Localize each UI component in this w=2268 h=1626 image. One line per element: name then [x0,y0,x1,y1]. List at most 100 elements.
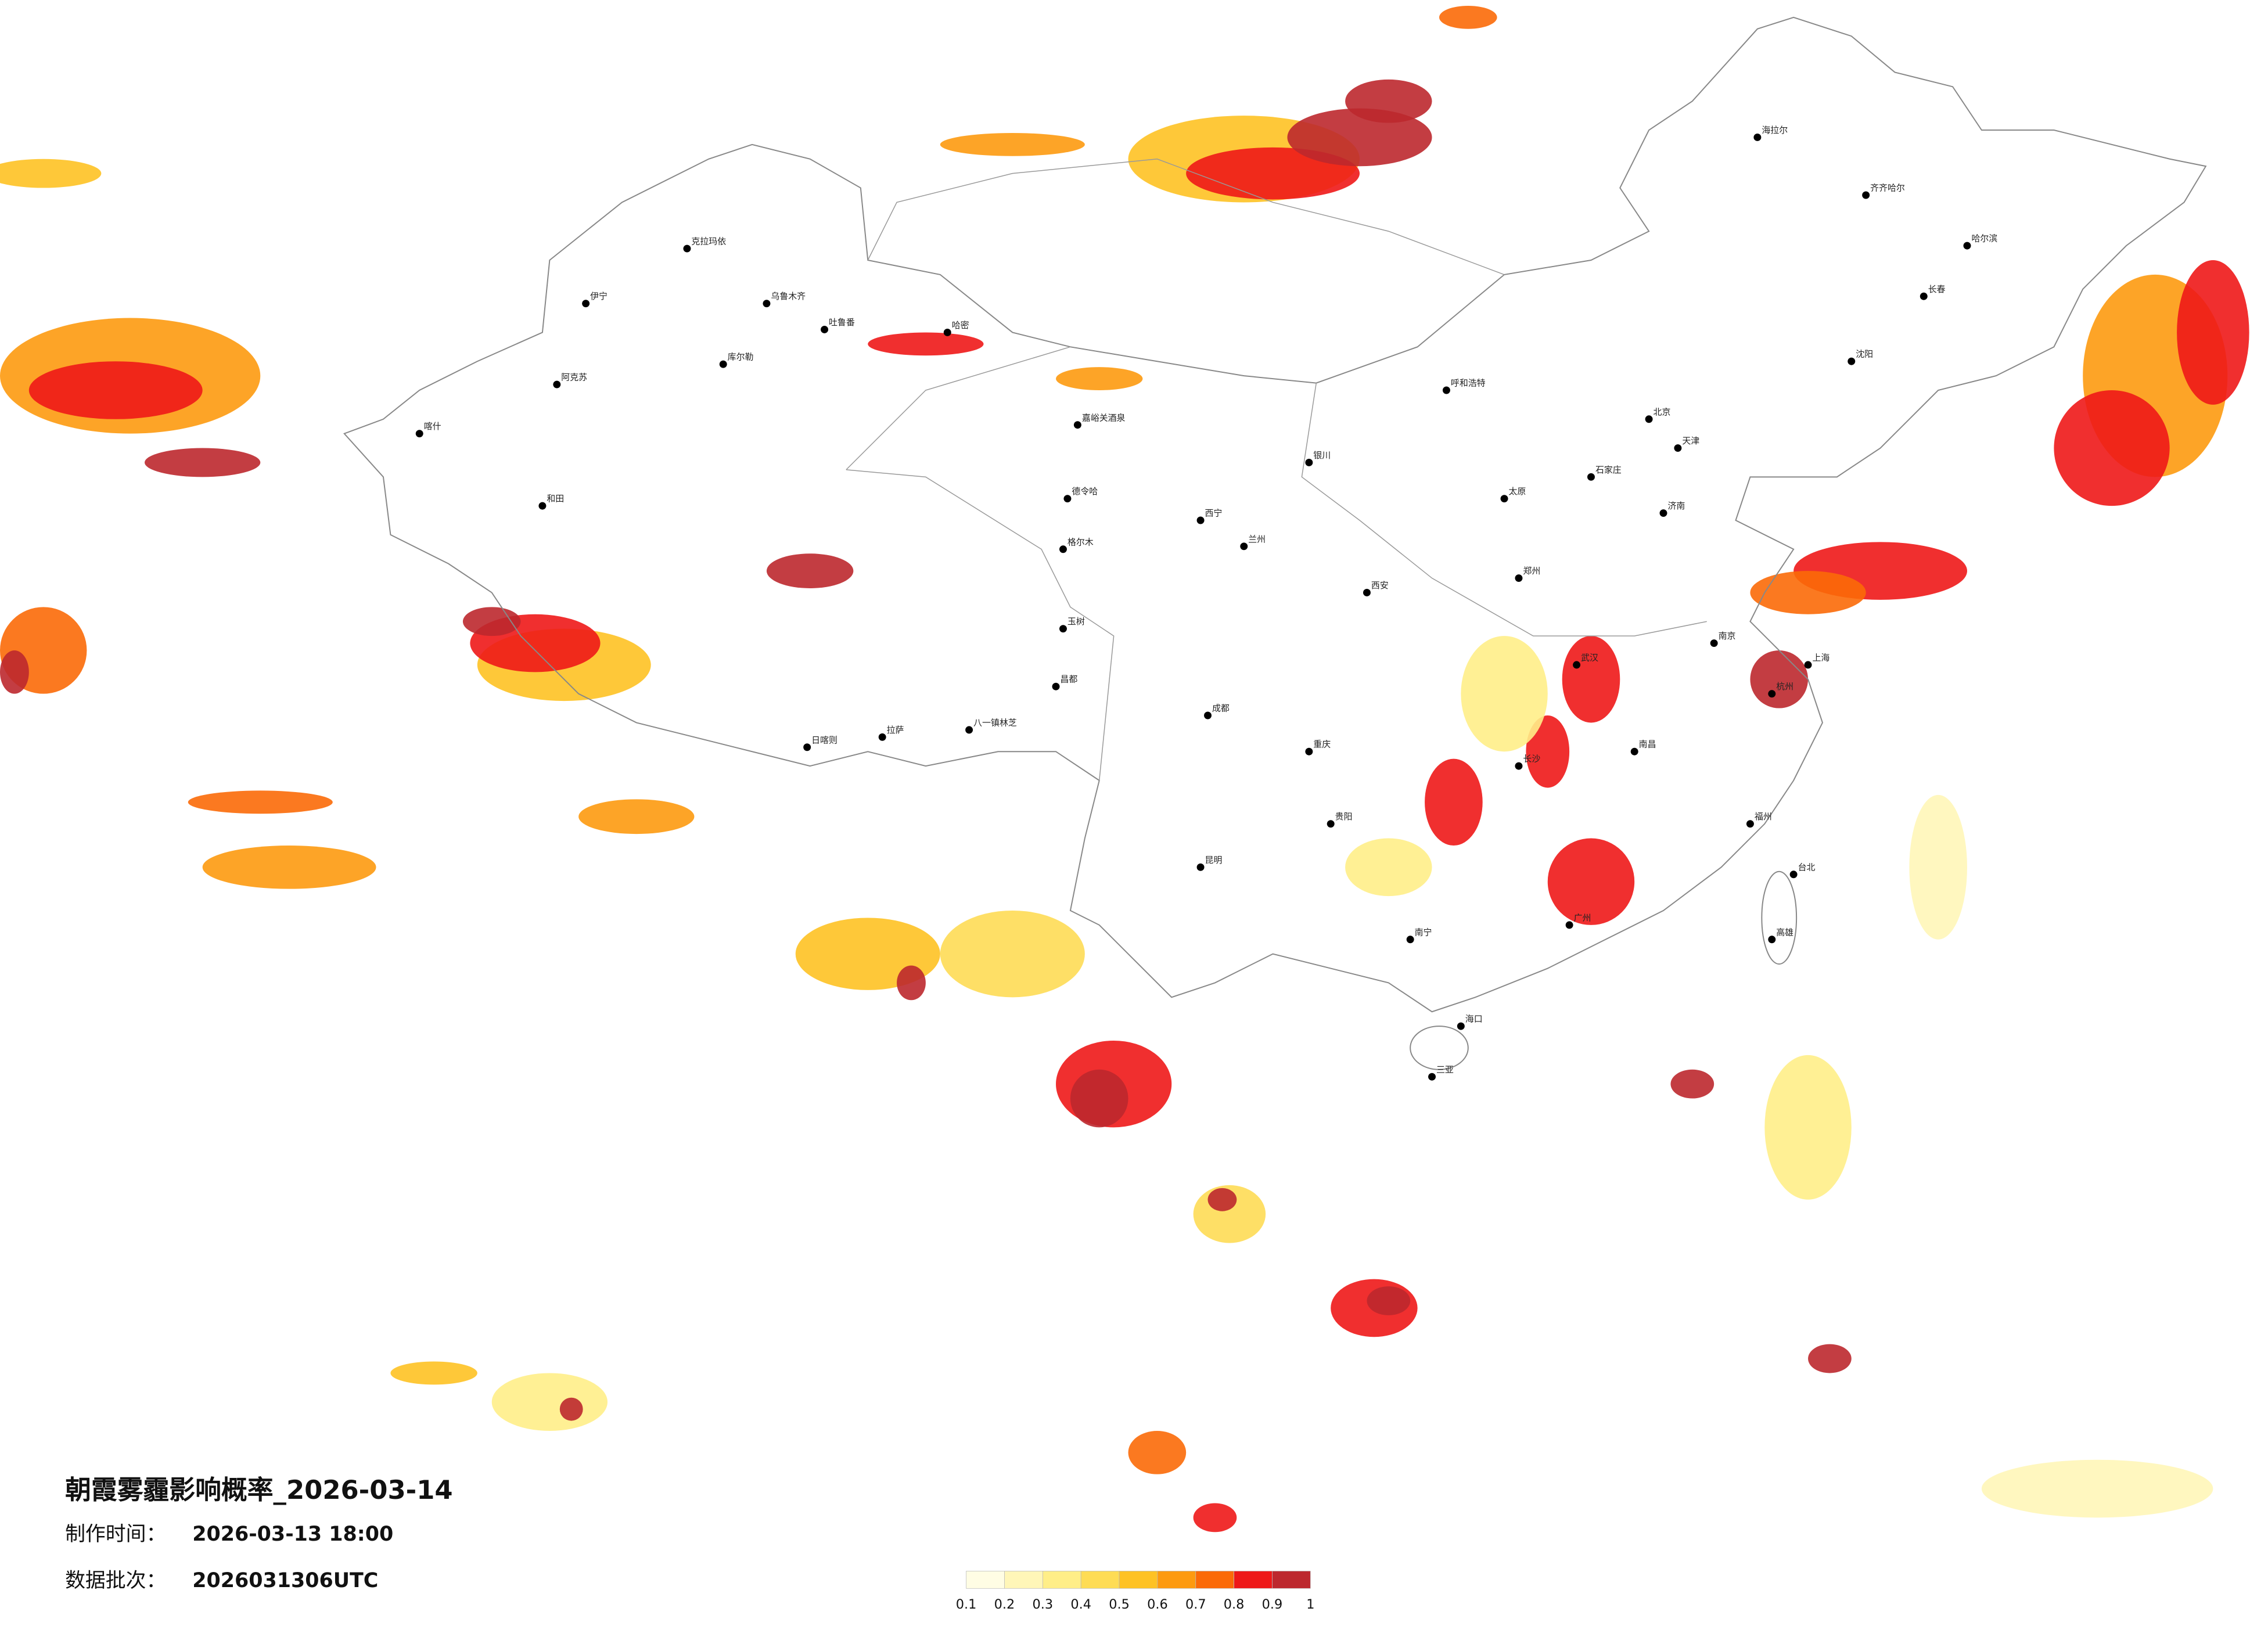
production-time-value: 2026-03-13 18:00 [192,1523,393,1546]
city-dot [582,300,590,308]
probability-patch [1526,715,1570,788]
city-label: 上海 [1813,652,1830,663]
probability-patch [1425,758,1483,846]
colorbar-tick-label: 0.9 [1262,1597,1283,1612]
city-dot [1305,747,1313,756]
probability-patch [2054,390,2170,506]
colorbar-tick-label: 0.2 [994,1597,1015,1612]
city-label: 哈密 [952,320,969,330]
probability-patch [1287,108,1432,167]
city-label: 兰州 [1248,534,1266,544]
city-dot [1059,545,1067,553]
country-outline [343,16,2207,1013]
colorbar-tick-label: 0.4 [1070,1597,1091,1612]
probability-patch [940,132,1085,156]
colorbar-swatch [1080,1571,1120,1589]
colorbar-swatch [1195,1571,1234,1589]
city-label: 北京 [1654,406,1671,417]
city-dot [1753,133,1762,141]
city-label: 高雄 [1776,927,1793,937]
city-dot [821,325,829,333]
city-label: 天津 [1682,436,1699,446]
city-dot [965,726,973,734]
city-label: 昌都 [1060,674,1077,685]
probability-patch [145,448,261,477]
city-label: 郑州 [1523,566,1540,576]
hainan-outline [1410,1026,1469,1070]
city-dot [1196,516,1205,524]
probability-patch [1128,1431,1187,1474]
colorbar-tick-label: 0.1 [956,1597,977,1612]
probability-patch [1750,650,1809,708]
city-label: 贵阳 [1335,811,1353,822]
city-dot [1073,421,1081,429]
internal-border [846,159,1707,781]
city-dot [1052,682,1060,690]
city-label: 哈尔滨 [1971,233,1997,244]
colorbar: 0.1 0.2 0.3 0.4 0.5 0.6 0.7 0.8 0.9 1 [956,1571,1314,1612]
city-dot [1063,495,1072,503]
city-dot [1920,292,1928,300]
city-label: 齐齐哈尔 [1870,183,1905,193]
probability-patch [1764,1055,1852,1200]
city-dot [763,300,771,308]
city-label: 和田 [547,494,564,504]
city-dot [1500,495,1508,503]
city-dot [1363,588,1371,596]
city-label: 昆明 [1205,855,1223,865]
city-label: 太原 [1509,486,1526,497]
city-dot [1240,542,1248,551]
probability-patch [28,361,203,419]
probability-patch [868,332,984,356]
colorbar-swatch [1272,1571,1311,1589]
city-dot [1848,357,1856,365]
city-label: 吐鲁番 [829,317,855,328]
city-label: 南京 [1719,631,1736,641]
probability-patch [1367,1286,1411,1315]
probability-patch [578,799,695,834]
city-label: 重庆 [1313,739,1331,750]
city-label: 银川 [1313,450,1331,461]
probability-patch [940,911,1085,998]
colorbar-swatch [1004,1571,1043,1589]
city-dot [803,743,811,751]
city-dot [1674,444,1682,452]
city-dot [1442,386,1450,394]
city-dot [1862,191,1870,199]
map-title: 朝霞雾霾影响概率_2026-03-14 [65,1474,453,1505]
city-dot [1630,747,1638,756]
city-label: 呼和浩特 [1451,378,1486,388]
probability-patch [1670,1069,1715,1099]
probability-patch [1345,79,1432,123]
colorbar-tick-label: 0.5 [1109,1597,1130,1612]
city-label: 福州 [1755,811,1772,822]
city-label: 日喀则 [811,735,838,745]
colorbar-tick-label: 1 [1306,1597,1314,1612]
probability-patch [1808,1344,1852,1373]
city-dot [943,328,951,336]
city-label: 海拉尔 [1762,125,1788,135]
city-dot [1587,473,1595,481]
city-dot [1645,415,1653,423]
city-label: 台北 [1798,862,1816,872]
city-dot [1196,863,1205,871]
city-label: 西宁 [1205,508,1223,519]
city-label: 南宁 [1415,927,1432,937]
city-dot [1327,820,1335,828]
colorbar-swatch [1042,1571,1081,1589]
probability-patch [1070,1069,1128,1128]
city-dot [415,430,423,438]
city-dot [878,733,886,741]
city-label: 拉萨 [887,725,904,735]
city-dot [1804,661,1812,669]
probability-patch [559,1397,583,1421]
city-dot [1573,661,1581,669]
production-time-label: 制作时间： [65,1523,166,1546]
city-dot [1406,936,1414,944]
city-label: 沈阳 [1856,349,1873,359]
city-dot [1710,639,1718,647]
city-dot [553,380,561,388]
probability-patch [1207,1188,1237,1211]
city-dot [1428,1073,1436,1081]
